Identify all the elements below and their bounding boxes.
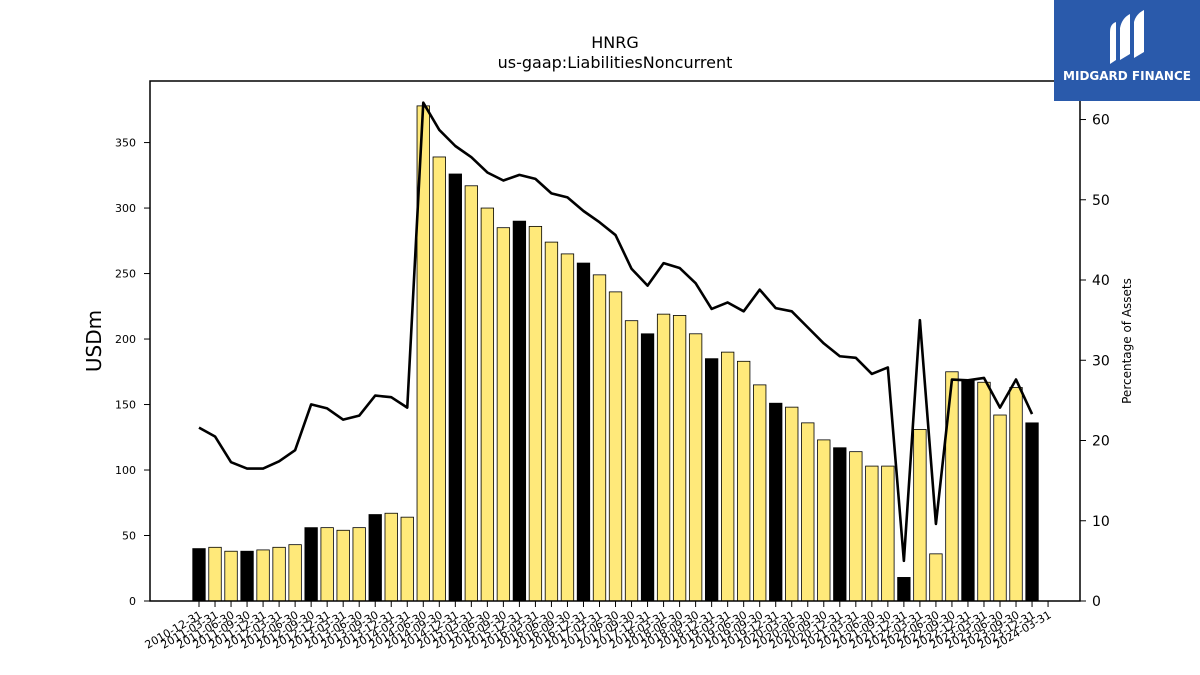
y-tick-label: 100: [115, 464, 136, 477]
bar-2012-09-30: [304, 527, 318, 602]
y2-tick-label: 0: [1092, 594, 1101, 610]
bar-2023-12-31: [1025, 422, 1039, 602]
bar-2018-06-30: [672, 315, 687, 602]
bar-2023-03-31: [977, 381, 991, 602]
y2-tick-label: 20: [1092, 434, 1110, 450]
bar-2017-06-30: [608, 291, 623, 602]
y-tick-label: 200: [115, 333, 136, 346]
bar-2022-03-31: [913, 429, 927, 602]
bar-2020-12-31: [833, 447, 847, 602]
bar-2022-09-30: [945, 371, 959, 602]
bar-2015-09-30: [496, 227, 511, 602]
bar-2011-09-30: [240, 550, 254, 602]
bar-2018-12-31: [704, 358, 719, 602]
midgard-m-logo-icon: [1110, 10, 1144, 64]
y2-tick-label: 50: [1092, 193, 1110, 209]
y-tick-label: 300: [115, 202, 136, 215]
line-layer: [198, 101, 1034, 563]
plot-frame: [149, 80, 1081, 602]
bar-2011-06-30: [224, 550, 238, 602]
bar-2014-03-31: [400, 516, 414, 602]
bar-2018-09-30: [688, 333, 703, 602]
bar-2013-09-30: [368, 514, 382, 602]
bar-2021-06-30: [865, 465, 879, 602]
bar-2014-12-31: [448, 173, 462, 602]
chart-title: HNRG: [591, 33, 639, 52]
bar-2015-12-31: [512, 220, 527, 602]
bar-2020-06-30: [801, 422, 815, 602]
chart-subtitle: us-gaap:LiabilitiesNoncurrent: [498, 53, 733, 72]
bar-2014-09-30: [432, 156, 446, 602]
bar-2021-09-30: [881, 465, 895, 602]
bar-2021-12-31: [897, 577, 911, 602]
bar-2021-03-31: [849, 451, 863, 602]
y-tick-label: 150: [115, 399, 136, 412]
bar-2023-06-30: [993, 414, 1007, 602]
bars-group: [192, 105, 1039, 602]
bar-2012-03-31: [272, 546, 286, 602]
bar-2012-06-30: [288, 544, 302, 602]
bar-2022-12-31: [961, 379, 975, 602]
bar-2013-12-31: [384, 512, 398, 602]
bar-2019-06-30: [737, 360, 751, 602]
brand-badge: MIDGARD FINANCE: [1054, 0, 1200, 101]
y2-axis-label: Percentage of Assets: [1120, 278, 1134, 404]
bar-2016-09-30: [560, 253, 575, 602]
y2-tick-label: 30: [1092, 353, 1110, 369]
bar-2012-12-31: [320, 527, 334, 602]
bar-2013-06-30: [352, 527, 366, 602]
bar-2017-09-30: [624, 320, 639, 602]
series-line-percentage-of-assets: [198, 101, 1034, 563]
bar-2017-12-31: [640, 333, 655, 602]
bar-2022-06-30: [929, 553, 943, 602]
y-tick-label: 350: [115, 137, 136, 150]
bar-2016-12-31: [576, 262, 591, 602]
y-tick-label: 0: [129, 595, 136, 608]
y2-tick-label: 40: [1092, 273, 1110, 289]
bar-2020-03-31: [785, 406, 799, 602]
bar-2015-03-31: [464, 185, 478, 602]
bar-2019-12-31: [769, 402, 783, 602]
y-axis-label: USDm: [82, 310, 106, 372]
bar-2013-03-31: [336, 529, 350, 602]
bar-2016-06-30: [544, 241, 559, 602]
bar-2011-03-31: [208, 546, 222, 602]
bar-2016-03-31: [528, 225, 543, 602]
bar-2011-12-31: [256, 549, 270, 602]
bar-2018-03-31: [656, 313, 671, 602]
brand-name: MIDGARD FINANCE: [1063, 69, 1191, 83]
bar-2020-09-30: [817, 439, 831, 602]
bar-2023-09-30: [1009, 387, 1023, 602]
y2-tick-label: 60: [1092, 113, 1110, 129]
bar-2019-09-30: [753, 384, 767, 602]
ticks-group: 05010015020025030035001020304050602010-1…: [115, 113, 1110, 652]
y2-tick-label: 10: [1092, 514, 1110, 530]
bar-2010-12-31: [192, 548, 206, 602]
y-tick-label: 50: [122, 530, 136, 543]
y-tick-label: 250: [115, 268, 136, 281]
bar-2017-03-31: [592, 274, 607, 602]
bar-2015-06-30: [480, 207, 495, 602]
bar-2019-03-31: [721, 351, 735, 602]
